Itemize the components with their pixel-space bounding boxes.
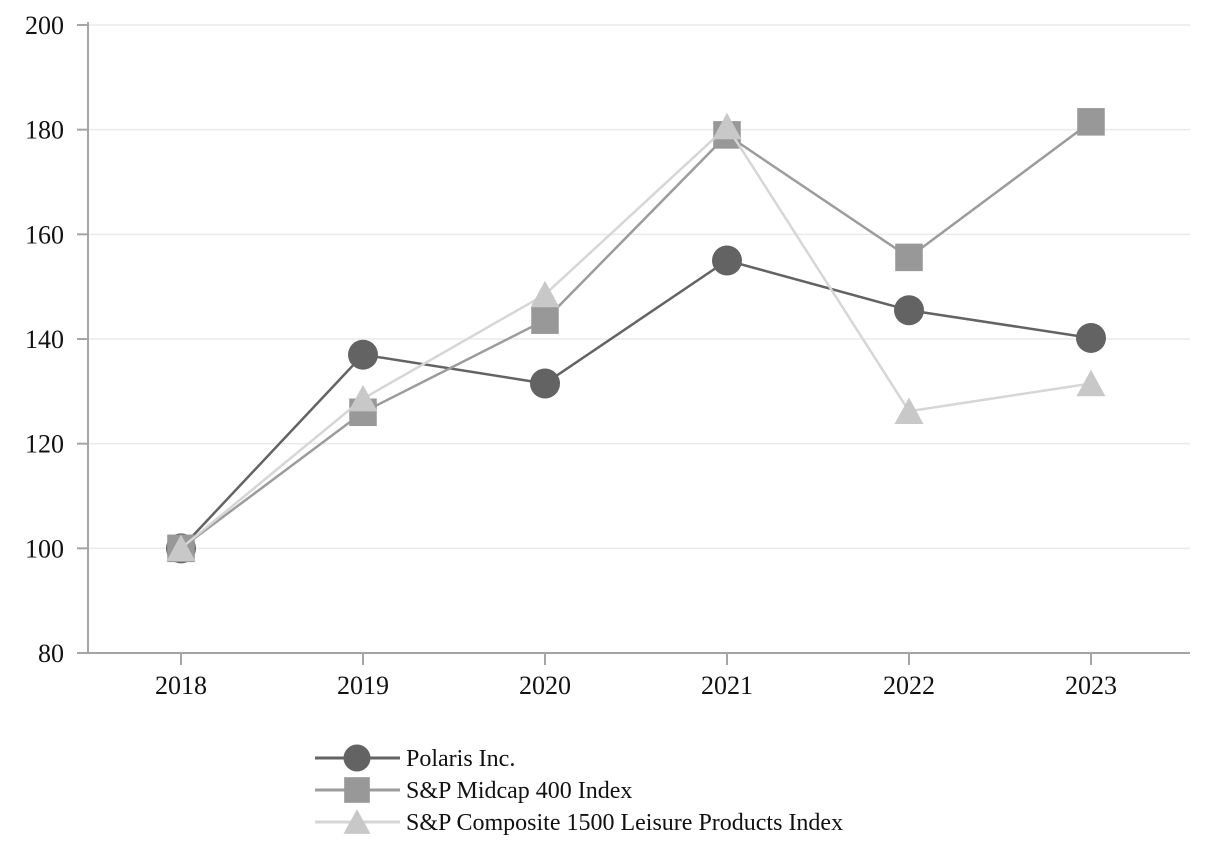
legend-marker-s-p-midcap-400-index	[344, 777, 370, 803]
legend-label-s-p-composite-1500-leisure-products-index: S&P Composite 1500 Leisure Products Inde…	[406, 810, 843, 836]
series-s-p-composite-1500-leisure-products-index	[166, 112, 1106, 562]
x-tick-label: 2023	[1065, 671, 1117, 700]
y-tick-label: 140	[25, 325, 64, 354]
series-s-p-composite-1500-leisure-products-index-marker-2019	[348, 384, 378, 412]
y-tick-label: 80	[38, 639, 64, 668]
series-polaris-inc-marker-2022	[894, 295, 924, 326]
series-polaris-inc	[166, 245, 1106, 564]
x-tick-label: 2018	[155, 671, 207, 700]
series-s-p-midcap-400-index-marker-2020	[531, 306, 559, 334]
y-tick-label: 100	[25, 534, 64, 563]
series-s-p-midcap-400-index-marker-2022	[895, 243, 923, 272]
legend: Polaris Inc. S&P Midcap 400 Index S&P Comp…	[315, 744, 843, 836]
series-s-p-midcap-400-index-marker-2023	[1077, 108, 1105, 136]
series-s-p-composite-1500-leisure-products-index-marker-2022	[894, 397, 924, 424]
series-polaris-inc-marker-2019	[348, 339, 378, 370]
y-tick-label: 120	[25, 430, 64, 459]
legend-item-s-p-midcap-400-index: S&P Midcap 400 Index	[315, 777, 632, 804]
legend-marker-s-p-composite-1500-leisure-products-index	[343, 809, 371, 834]
series-polaris-inc-line	[179, 259, 1093, 550]
series-s-p-composite-1500-leisure-products-index-marker-2021	[712, 112, 742, 140]
legend-item-polaris-inc: Polaris Inc.	[315, 744, 515, 772]
series-s-p-midcap-400-index-line	[179, 120, 1093, 550]
axes: 80 100 120 140 160 180 200 2018 2019 2020 2021 2022…	[25, 11, 1190, 700]
y-tick-label: 180	[25, 116, 64, 145]
series-polaris-inc-marker-2023	[1076, 322, 1106, 353]
x-tick-label: 2020	[519, 671, 571, 700]
y-tick-label: 160	[25, 220, 64, 249]
x-tick-label: 2019	[337, 671, 389, 700]
series-s-p-midcap-400-index	[167, 108, 1105, 563]
y-tick-label: 200	[25, 11, 64, 40]
series-s-p-composite-1500-leisure-products-index-line	[179, 125, 1093, 550]
series-s-p-composite-1500-leisure-products-index-marker-2020	[530, 280, 560, 308]
series-s-p-composite-1500-leisure-products-index-marker-2018	[166, 534, 196, 562]
legend-item-s-p-composite-1500-leisure-products-index: S&P Composite 1500 Leisure Products Inde…	[315, 809, 843, 836]
series-polaris-inc-marker-2020	[530, 368, 560, 399]
series-polaris-inc-marker-2021	[712, 245, 742, 276]
legend-label-polaris-inc: Polaris Inc.	[406, 746, 515, 772]
x-tick-label: 2022	[883, 671, 935, 700]
gridlines	[88, 24, 1190, 550]
legend-marker-polaris-inc	[343, 744, 371, 772]
x-tick-label: 2021	[701, 671, 753, 700]
legend-label-s-p-midcap-400-index: S&P Midcap 400 Index	[406, 778, 632, 804]
series-s-p-composite-1500-leisure-products-index-marker-2023	[1076, 369, 1106, 397]
